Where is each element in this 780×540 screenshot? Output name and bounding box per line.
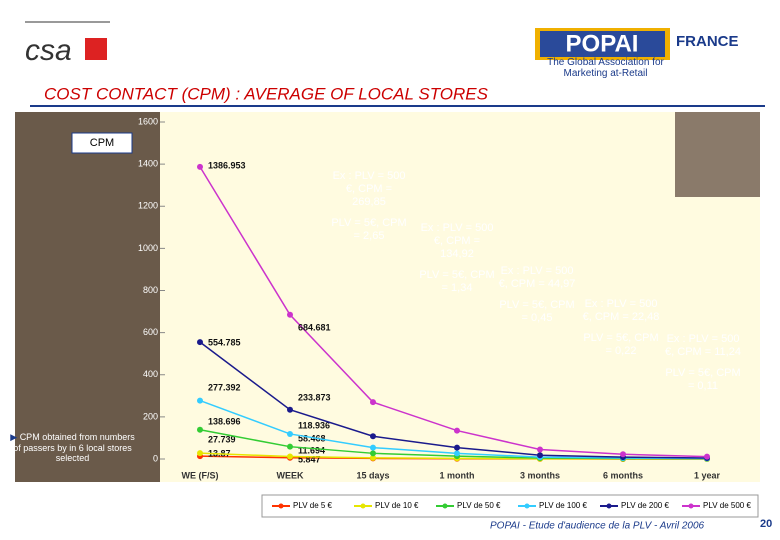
- y-tick-label: 800: [143, 285, 158, 295]
- x-tick-label: 3 months: [520, 470, 560, 480]
- annotation-text: Ex : PLV = 500 €, CPM = 11,24: [665, 333, 741, 358]
- data-label: 684.681: [298, 322, 331, 332]
- legend-label: PLV de 5 €: [293, 501, 333, 510]
- data-point: [370, 454, 376, 461]
- data-point: [197, 163, 203, 170]
- data-label: 138.696: [208, 416, 241, 426]
- data-label: 277.392: [208, 382, 241, 392]
- logo-right: POPAI: [566, 30, 639, 57]
- data-point: [370, 399, 376, 406]
- annotation-text: Ex : PLV = 500 €, CPM = 44,97: [498, 265, 576, 290]
- store-photo: [675, 112, 760, 197]
- annotation: Ex : PLV = 500 €, CPM = 44,97 PLV = 5€, C…: [498, 265, 576, 333]
- data-label: 5.847: [298, 454, 321, 464]
- legend-marker: [442, 503, 448, 509]
- annotation-text: Ex : PLV = 500 €, CPM = 22,48: [582, 298, 660, 323]
- data-point: [620, 451, 626, 458]
- data-label: 27.739: [208, 434, 236, 444]
- data-point: [287, 311, 293, 318]
- legend: [261, 494, 759, 518]
- y-tick-label: 600: [143, 327, 158, 337]
- footer-source: POPAI - Etude d'audience de la PLV - Avr…: [490, 521, 705, 532]
- data-point: [197, 339, 203, 346]
- logo-tagline: The Global Association for Marketing at-…: [547, 57, 664, 79]
- logo-country: FRANCE: [676, 33, 739, 50]
- data-point: [370, 450, 376, 457]
- x-tick-label: 15 days: [356, 470, 389, 480]
- legend-marker: [278, 503, 284, 509]
- data-label: 233.873: [298, 392, 331, 402]
- annotation-text: PLV = 5€, CPM = 0,22: [583, 332, 659, 357]
- data-point: [197, 450, 203, 457]
- x-tick-label: 6 months: [603, 470, 643, 480]
- legend-marker: [360, 503, 366, 509]
- data-point: [537, 452, 543, 459]
- data-point: [287, 443, 293, 450]
- annotation-text: Ex : PLV = 500 €, CPM = 134,92: [420, 222, 494, 260]
- annotation-text: PLV = 5€, CPM = 0,45: [499, 299, 575, 324]
- data-point: [370, 433, 376, 440]
- legend-marker: [688, 503, 694, 509]
- data-label: 118.936: [298, 420, 330, 430]
- annotation: Ex : PLV = 500 €, CPM = 269,85 PLV = 5€, …: [330, 170, 408, 251]
- legend-label: PLV de 10 €: [375, 501, 419, 510]
- data-point: [454, 450, 460, 457]
- legend-label: PLV de 50 €: [457, 501, 501, 510]
- data-label: 58.468: [298, 433, 326, 443]
- data-point: [287, 453, 293, 460]
- annotation-text: PLV = 5€, CPM = 2,65: [331, 217, 407, 242]
- data-point: [704, 453, 710, 460]
- note: ▶ CPM obtained from numbers of passers b…: [10, 432, 135, 463]
- x-tick-label: 1 year: [694, 470, 721, 480]
- data-point: [197, 397, 203, 404]
- data-point: [454, 444, 460, 451]
- y-tick-label: 400: [143, 369, 158, 379]
- logo-icon: [85, 38, 107, 60]
- x-tick-label: WEEK: [277, 470, 305, 480]
- y-tick-label: 1600: [138, 116, 158, 126]
- data-label: 11.694: [298, 445, 325, 455]
- y-tick-label: 1000: [138, 243, 158, 253]
- annotation: Ex : PLV = 500 €, CPM = 11,24 PLV = 5€, C…: [664, 333, 742, 401]
- note-text: CPM obtained from numbers of passers by …: [13, 432, 135, 463]
- logo-tagline-box: The Global Association for Marketing at-…: [547, 57, 664, 79]
- x-tick-label: WE (F/S): [182, 470, 219, 480]
- slide-title: COST CONTACT (CPM) : AVERAGE OF LOCAL ST…: [44, 84, 489, 103]
- annotation-text: Ex : PLV = 500 €, CPM = 269,85: [332, 170, 406, 208]
- x-tick-label: 1 month: [440, 470, 475, 480]
- annotation-text: PLV = 5€, CPM = 0,11: [665, 367, 741, 392]
- data-label: 1386.953: [208, 160, 246, 170]
- plot-area: [160, 112, 760, 482]
- cpm-box: [71, 132, 133, 154]
- y-tick-label: 0: [153, 453, 158, 463]
- data-point: [454, 427, 460, 434]
- logo-left: csa: [25, 34, 72, 67]
- annotation-text: PLV = 5€, CPM = 1,34: [419, 269, 495, 294]
- data-point: [537, 446, 543, 453]
- data-point: [287, 430, 293, 437]
- y-tick-label: 1200: [138, 201, 158, 211]
- data-point: [370, 444, 376, 451]
- legend-label: PLV de 200 €: [621, 501, 669, 510]
- data-label: 554.785: [208, 337, 241, 347]
- cpm-label: CPM: [90, 137, 114, 149]
- logo-inner: [540, 31, 665, 57]
- legend-label: PLV de 500 €: [703, 501, 751, 510]
- note-arrow: ▶: [10, 432, 18, 442]
- legend-marker: [606, 503, 612, 509]
- annotation: Ex : PLV = 500 €, CPM = 134,92 PLV = 5€, …: [418, 222, 496, 303]
- legend-marker: [524, 503, 530, 509]
- annotation: Ex : PLV = 500 €, CPM = 22,48 PLV = 5€, C…: [582, 298, 660, 366]
- data-point: [287, 406, 293, 413]
- page-number: 20: [760, 518, 772, 530]
- y-tick-label: 1400: [138, 159, 158, 169]
- data-point: [197, 426, 203, 433]
- legend-label: PLV de 100 €: [539, 501, 587, 510]
- y-tick-label: 200: [143, 411, 158, 421]
